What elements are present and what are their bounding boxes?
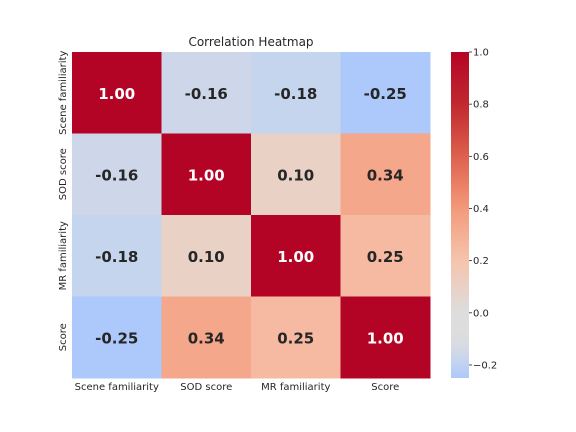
heatmap-cell [72,52,162,134]
y-tick-label: SOD score [58,148,69,200]
cell-annotation: 0.25 [277,329,314,347]
x-tick-labels: Scene familiarity SOD score MR familiarity… [75,382,400,393]
colorbar-tick-label: 0.6 [473,152,489,163]
cell-annotation: 0.10 [277,166,314,184]
heatmap-cell [72,296,162,379]
heatmap-cell [340,296,431,379]
cell-annotation: -0.25 [364,85,407,103]
heatmap-cell [161,133,252,216]
colorbar: 1.0 0.8 0.6 0.4 0.2 0.0 −0.2 [451,48,497,378]
heatmap-cell [161,52,252,134]
x-tick-label: Score [371,382,399,393]
x-tick-label: SOD score [180,382,232,393]
heatmap-cell [340,133,431,216]
heatmap-cell [251,52,341,134]
cell-annotation: 0.34 [188,329,225,347]
cell-annotation: 1.00 [277,248,314,266]
cell-annotation: 1.00 [188,166,225,184]
cell-annotation: -0.18 [95,248,138,266]
cell-annotation: 0.25 [367,248,404,266]
cell-annotation: -0.16 [185,85,228,103]
cell-annotation: 0.10 [188,248,225,266]
y-tick-label: Scene familiarity [58,51,69,135]
colorbar-tick-label: 0.0 [473,308,489,319]
colorbar-tick-label: −0.2 [473,360,497,371]
heatmap-cell [72,215,162,297]
x-tick-label: MR familiarity [261,382,330,393]
cell-annotation: -0.16 [95,166,138,184]
colorbar-gradient [451,52,469,378]
cell-annotations: 1.00 -0.16 -0.18 -0.25 -0.16 1.00 0.10 0.34 -0.1… [95,85,407,348]
colorbar-ticks: 1.0 0.8 0.6 0.4 0.2 0.0 −0.2 [469,48,497,371]
heatmap-cell [340,52,431,134]
heatmap-cells [72,52,431,379]
heatmap-cell [251,133,341,216]
heatmap-cell [72,133,162,216]
y-tick-label: MR familiarity [58,221,69,290]
x-tick-label: Scene familiarity [75,382,159,393]
colorbar-tick-label: 0.4 [473,204,489,215]
cell-annotation: 1.00 [98,85,135,103]
y-tick-labels: Scene familiarity SOD score MR familiarity… [58,51,69,352]
heatmap-cell [161,215,252,297]
cell-annotation: -0.18 [274,85,317,103]
heatmap-cell [161,296,252,379]
chart-title: Correlation Heatmap [188,35,313,49]
colorbar-tick-label: 0.2 [473,256,489,267]
colorbar-tick-label: 1.0 [473,48,489,59]
cell-annotation: 1.00 [367,329,404,347]
heatmap-cell [340,215,431,297]
colorbar-tick-label: 0.8 [473,100,489,111]
cell-annotation: -0.25 [95,329,138,347]
heatmap-cell [251,215,341,297]
y-tick-label: Score [58,323,69,351]
cell-annotation: 0.34 [367,166,404,184]
heatmap-cell [251,296,341,379]
